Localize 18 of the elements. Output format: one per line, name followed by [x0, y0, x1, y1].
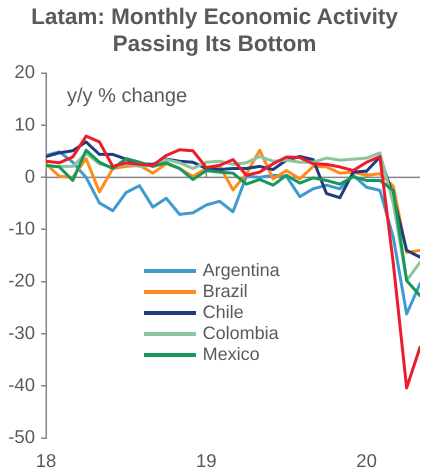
y-tick-label: -10 [8, 218, 35, 239]
y-tick-label: 0 [24, 165, 35, 186]
x-tick-label: 19 [196, 450, 217, 470]
legend-label: Argentina [202, 260, 280, 282]
y-tick-label: -40 [8, 374, 35, 395]
y-tick-label: 10 [14, 113, 35, 134]
chart-title: Latam: Monthly Economic Activity Passing Its Bottom [30, 3, 399, 57]
legend-label: Brazil [202, 281, 248, 302]
y-tick-label: -20 [8, 270, 35, 291]
y-axis-title: y/y % change [67, 85, 188, 108]
x-tick-label: 18 [36, 450, 56, 470]
legend-label: Mexico [202, 344, 260, 366]
y-tick-label: -50 [8, 426, 35, 448]
x-tick-label: 20 [356, 450, 377, 470]
y-tick-label: -30 [8, 322, 35, 343]
legend-label: Chile [202, 302, 244, 324]
legend-label: Colombia [202, 323, 279, 344]
y-tick-label: 20 [14, 61, 35, 82]
